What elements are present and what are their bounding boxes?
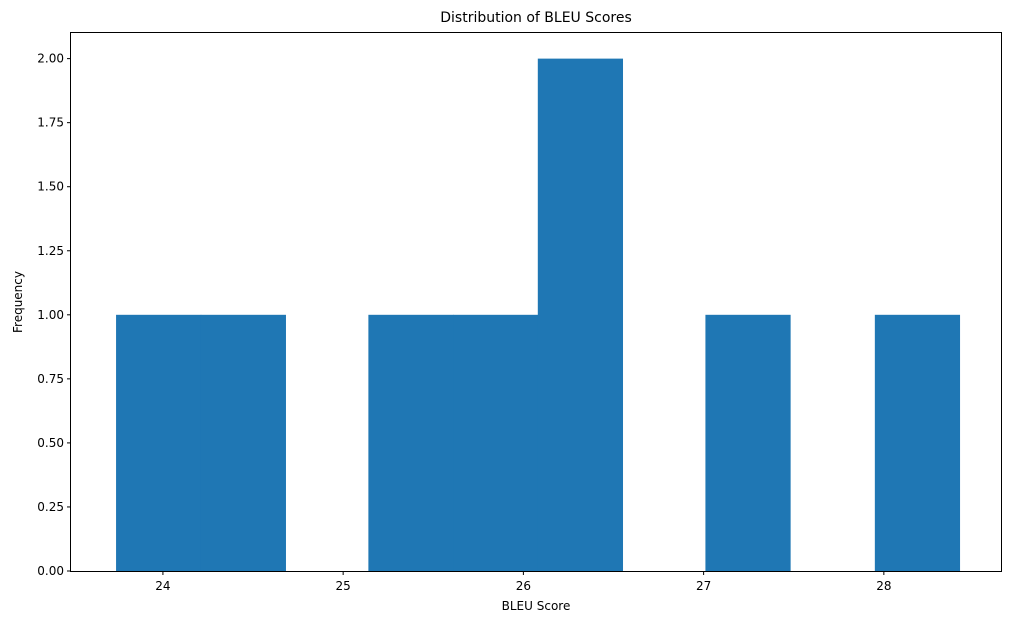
x-tick-label: 27 [696,579,711,593]
x-axis-ticks: 24 25 26 27 28 [155,571,891,593]
x-tick-label: 28 [876,579,891,593]
y-tick-label: 0.75 [37,372,64,386]
x-axis-label: BLEU Score [502,599,571,613]
y-tick-label: 0.25 [37,500,64,514]
histogram-bar-1 [200,314,286,571]
histogram-bar-7 [705,314,791,571]
chart-title: Distribution of BLEU Scores [440,10,632,26]
y-axis-ticks: 0.00 0.25 0.50 0.75 1.00 1.25 1.50 1.75 2.00 [37,52,71,578]
x-tick-label: 25 [336,579,351,593]
histogram-bar-9 [874,314,961,571]
bars-group [116,58,961,572]
y-tick-label: 1.75 [37,116,64,130]
y-tick-label: 1.00 [37,308,64,322]
histogram-bar-3 [368,314,454,571]
y-tick-label: 2.00 [37,52,64,66]
histogram-bar-5 [537,58,624,572]
histogram-bar-0 [116,314,202,571]
y-tick-label: 1.25 [37,244,64,258]
plot-frame [70,32,1002,572]
x-tick-label: 24 [155,579,170,593]
y-tick-label: 0.50 [37,436,64,450]
y-tick-label: 1.50 [37,180,64,194]
y-axis-label: Frequency [11,271,25,333]
histogram-bar-4 [453,314,539,571]
y-tick-label: 0.00 [37,564,64,578]
x-tick-label: 26 [516,579,531,593]
